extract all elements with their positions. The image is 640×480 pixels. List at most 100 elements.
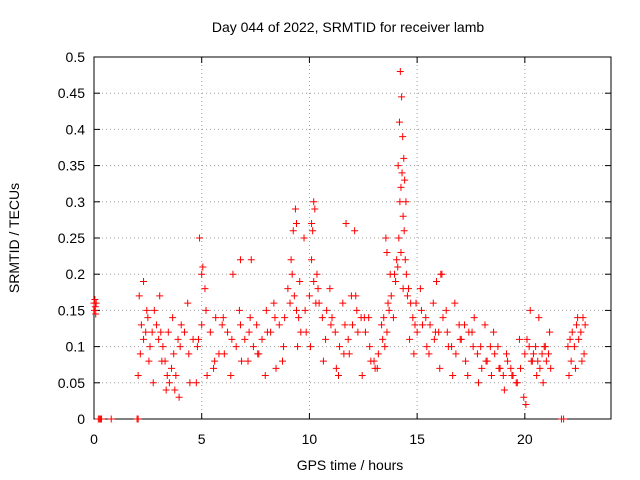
data-point xyxy=(174,335,182,343)
data-point xyxy=(295,314,303,322)
data-point xyxy=(310,277,318,285)
data-point xyxy=(395,118,403,126)
data-point xyxy=(402,270,410,278)
data-point xyxy=(156,292,164,300)
data-point xyxy=(358,372,366,380)
data-point xyxy=(249,343,257,351)
data-point xyxy=(451,299,459,307)
data-point xyxy=(170,350,178,358)
data-point xyxy=(219,314,227,322)
data-point xyxy=(473,350,481,358)
data-point xyxy=(314,285,322,293)
data-point xyxy=(449,372,457,380)
axis-ticks: 0 0.05 0.1 0.15 0.2 0.25 0.3 0.35 0.4 0.45 0.5 0 5 10… xyxy=(58,49,611,447)
data-point xyxy=(475,379,483,387)
data-point xyxy=(291,205,299,213)
y-tick-label: 0.3 xyxy=(66,194,86,210)
data-point xyxy=(538,350,546,358)
data-point xyxy=(327,321,335,329)
data-point xyxy=(163,372,171,380)
data-point xyxy=(397,248,405,256)
data-point xyxy=(199,263,207,271)
data-point xyxy=(398,169,406,177)
data-point xyxy=(444,343,452,351)
data-point xyxy=(412,299,420,307)
data-point xyxy=(431,328,439,336)
data-point xyxy=(210,364,218,372)
data-point xyxy=(140,277,148,285)
data-point xyxy=(577,328,585,336)
data-point xyxy=(292,306,300,314)
data-point xyxy=(148,328,156,336)
data-point xyxy=(326,285,334,293)
data-point xyxy=(379,335,387,343)
data-point xyxy=(399,133,407,141)
data-point xyxy=(406,335,414,343)
data-point xyxy=(539,379,547,387)
x-tick-label: 10 xyxy=(302,431,318,447)
data-point xyxy=(477,343,485,351)
data-point xyxy=(134,372,142,380)
data-point xyxy=(211,357,219,365)
data-point xyxy=(486,343,494,351)
data-point xyxy=(262,306,270,314)
data-point xyxy=(393,256,401,264)
data-point xyxy=(385,306,393,314)
data-point xyxy=(137,321,145,329)
data-point xyxy=(384,299,392,307)
data-point xyxy=(496,364,504,372)
data-point xyxy=(328,314,336,322)
data-point xyxy=(203,372,211,380)
data-point xyxy=(290,292,298,300)
data-point xyxy=(345,350,353,358)
data-point xyxy=(159,343,167,351)
data-point xyxy=(140,335,148,343)
data-point xyxy=(238,357,246,365)
data-point xyxy=(334,372,342,380)
x-tick-label: 15 xyxy=(409,431,425,447)
data-point xyxy=(349,321,356,329)
data-point xyxy=(142,328,150,336)
x-tick-label: 0 xyxy=(90,431,98,447)
data-point xyxy=(150,306,158,314)
data-point xyxy=(509,372,517,380)
data-point xyxy=(494,343,502,351)
data-point xyxy=(235,306,243,314)
data-point xyxy=(172,372,180,380)
y-tick-label: 0.2 xyxy=(66,266,86,282)
data-point xyxy=(271,314,279,322)
x-axis-label: GPS time / hours xyxy=(297,457,404,473)
data-point xyxy=(503,350,511,358)
data-point xyxy=(517,364,525,372)
data-point xyxy=(378,321,386,329)
data-point xyxy=(253,321,261,329)
data-point xyxy=(455,321,463,329)
data-point xyxy=(206,328,214,336)
data-point xyxy=(374,350,382,358)
data-point xyxy=(430,335,438,343)
data-point xyxy=(581,321,589,329)
data-point xyxy=(507,364,515,372)
data-point xyxy=(397,183,405,191)
data-point xyxy=(533,372,541,380)
data-point xyxy=(310,198,318,206)
data-point xyxy=(396,67,404,75)
data-point xyxy=(452,350,460,358)
data-point xyxy=(149,379,157,387)
data-point xyxy=(536,364,544,372)
data-point xyxy=(313,270,321,278)
data-point xyxy=(232,343,240,351)
data-point xyxy=(331,328,339,336)
y-tick-label: 0.45 xyxy=(58,85,85,101)
data-point xyxy=(433,277,441,285)
data-point xyxy=(258,335,266,343)
data-point xyxy=(306,343,314,351)
data-point xyxy=(107,415,115,423)
data-point xyxy=(272,364,280,372)
data-point xyxy=(403,292,411,300)
data-point xyxy=(470,314,478,322)
data-point xyxy=(322,335,330,343)
data-point xyxy=(417,306,425,314)
data-point xyxy=(339,299,347,307)
data-point xyxy=(478,364,486,372)
